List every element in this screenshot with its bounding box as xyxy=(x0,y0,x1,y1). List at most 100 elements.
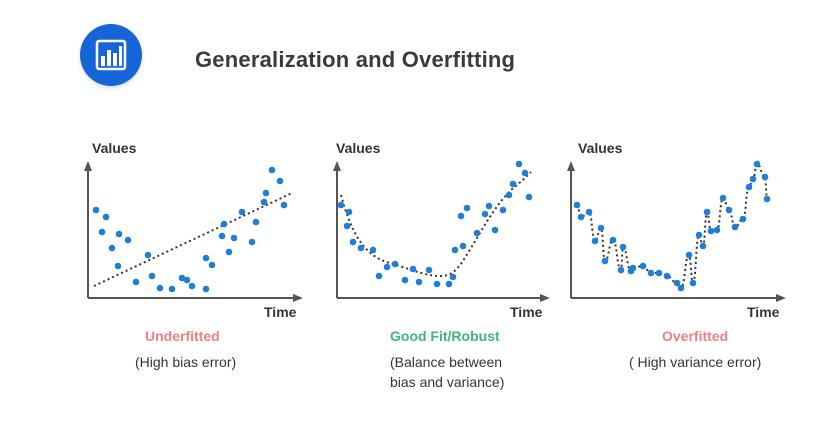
data-point xyxy=(685,251,693,259)
data-points xyxy=(573,160,771,292)
data-point xyxy=(713,226,721,234)
data-point xyxy=(525,193,533,201)
data-point xyxy=(663,272,671,280)
data-points xyxy=(337,160,533,288)
data-point xyxy=(725,206,733,214)
data-point xyxy=(401,276,409,284)
data-point xyxy=(343,222,351,230)
data-point xyxy=(749,175,757,183)
page-title: Generalization and Overfitting xyxy=(195,47,516,72)
description-line: ( High variance error) xyxy=(629,354,762,370)
description-line: bias and variance) xyxy=(390,374,505,390)
data-point xyxy=(262,189,270,197)
data-point xyxy=(102,213,110,221)
data-point xyxy=(178,274,186,282)
y-axis-label: Values xyxy=(92,140,137,156)
x-axis-label: Time xyxy=(510,304,543,320)
data-point xyxy=(573,201,581,209)
data-point xyxy=(225,248,233,256)
data-point xyxy=(719,194,727,202)
bar-chart-icon xyxy=(95,39,127,71)
data-point xyxy=(677,284,685,292)
overfitted-panel: Values Time Overfitted ( High variance e… xyxy=(567,140,797,390)
data-point xyxy=(491,226,499,234)
data-point xyxy=(409,265,417,273)
data-point xyxy=(124,236,132,244)
data-point xyxy=(577,213,585,221)
x-axis-arrow xyxy=(540,294,550,302)
data-point xyxy=(459,242,467,250)
data-point xyxy=(383,263,391,271)
panel-caption: Underfitted xyxy=(145,328,220,344)
y-axis-label: Values xyxy=(578,140,623,156)
data-point xyxy=(148,272,156,280)
underfitted-panel: Values Time Underfitted (High bias error… xyxy=(84,140,314,390)
data-point xyxy=(601,257,609,265)
data-point xyxy=(505,191,513,199)
data-point xyxy=(731,223,739,231)
data-point xyxy=(425,266,433,274)
data-point xyxy=(509,180,517,188)
data-point xyxy=(647,269,655,277)
data-points xyxy=(92,166,288,293)
x-axis-label: Time xyxy=(264,304,297,320)
data-point xyxy=(260,198,268,206)
data-point xyxy=(485,202,493,210)
data-point xyxy=(655,269,663,277)
data-point xyxy=(144,251,152,259)
x-axis-arrow xyxy=(776,294,786,302)
data-point xyxy=(156,284,164,292)
data-point xyxy=(597,224,605,232)
data-point xyxy=(349,238,357,246)
data-point xyxy=(481,210,489,218)
description-line: (Balance between xyxy=(390,354,503,370)
y-axis-arrow xyxy=(333,161,341,171)
data-point xyxy=(202,254,210,262)
data-point xyxy=(375,272,383,280)
data-point xyxy=(445,280,453,288)
data-point xyxy=(391,260,399,268)
data-point xyxy=(499,206,507,214)
data-point xyxy=(202,285,210,293)
data-point xyxy=(337,201,345,209)
data-point xyxy=(248,238,256,246)
data-point xyxy=(108,244,116,252)
panel-description: ( High variance error) xyxy=(629,352,761,372)
data-point xyxy=(591,237,599,245)
data-point xyxy=(369,246,377,254)
underfitted-plot xyxy=(84,161,303,302)
data-point xyxy=(188,282,196,290)
x-axis-label: Time xyxy=(747,304,780,320)
data-point xyxy=(183,276,191,284)
data-point xyxy=(218,232,226,240)
fit-curve xyxy=(340,171,532,278)
data-point xyxy=(617,266,625,274)
overfitted-plot xyxy=(567,160,786,302)
good-fit-panel: Values Time Good Fit/Robust (Balance bet… xyxy=(333,140,563,390)
data-point xyxy=(238,208,246,216)
data-point xyxy=(753,160,761,168)
data-point xyxy=(463,204,471,212)
data-point xyxy=(515,160,523,168)
data-point xyxy=(433,280,441,288)
data-point xyxy=(268,166,276,174)
data-point xyxy=(673,279,681,287)
panel-description: (High bias error) xyxy=(135,352,236,372)
data-point xyxy=(761,173,769,181)
data-point xyxy=(585,208,593,216)
y-axis-arrow xyxy=(84,161,92,171)
description-line: (High bias error) xyxy=(135,354,237,370)
data-point xyxy=(739,215,747,223)
data-point xyxy=(92,206,100,214)
data-point xyxy=(451,246,459,254)
logo xyxy=(80,24,142,86)
data-point xyxy=(609,236,617,244)
data-point xyxy=(619,243,627,251)
data-point xyxy=(763,195,771,203)
data-point xyxy=(252,218,260,226)
data-point xyxy=(230,234,238,242)
panel-caption: Good Fit/Robust xyxy=(390,328,500,344)
data-point xyxy=(457,212,465,220)
data-point xyxy=(629,264,637,272)
data-point xyxy=(280,201,288,209)
